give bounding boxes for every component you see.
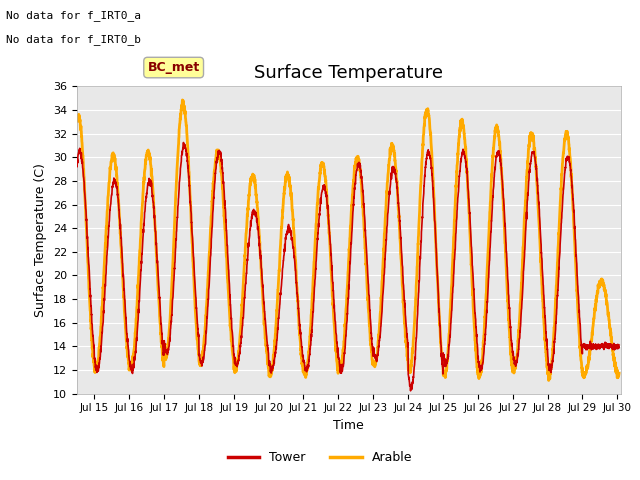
Title: Surface Temperature: Surface Temperature: [254, 64, 444, 82]
X-axis label: Time: Time: [333, 419, 364, 432]
Y-axis label: Surface Temperature (C): Surface Temperature (C): [35, 163, 47, 317]
Text: No data for f_IRT0_a: No data for f_IRT0_a: [6, 10, 141, 21]
Legend: Tower, Arable: Tower, Arable: [223, 446, 417, 469]
Text: BC_met: BC_met: [147, 61, 200, 74]
Text: No data for f_IRT0_b: No data for f_IRT0_b: [6, 34, 141, 45]
